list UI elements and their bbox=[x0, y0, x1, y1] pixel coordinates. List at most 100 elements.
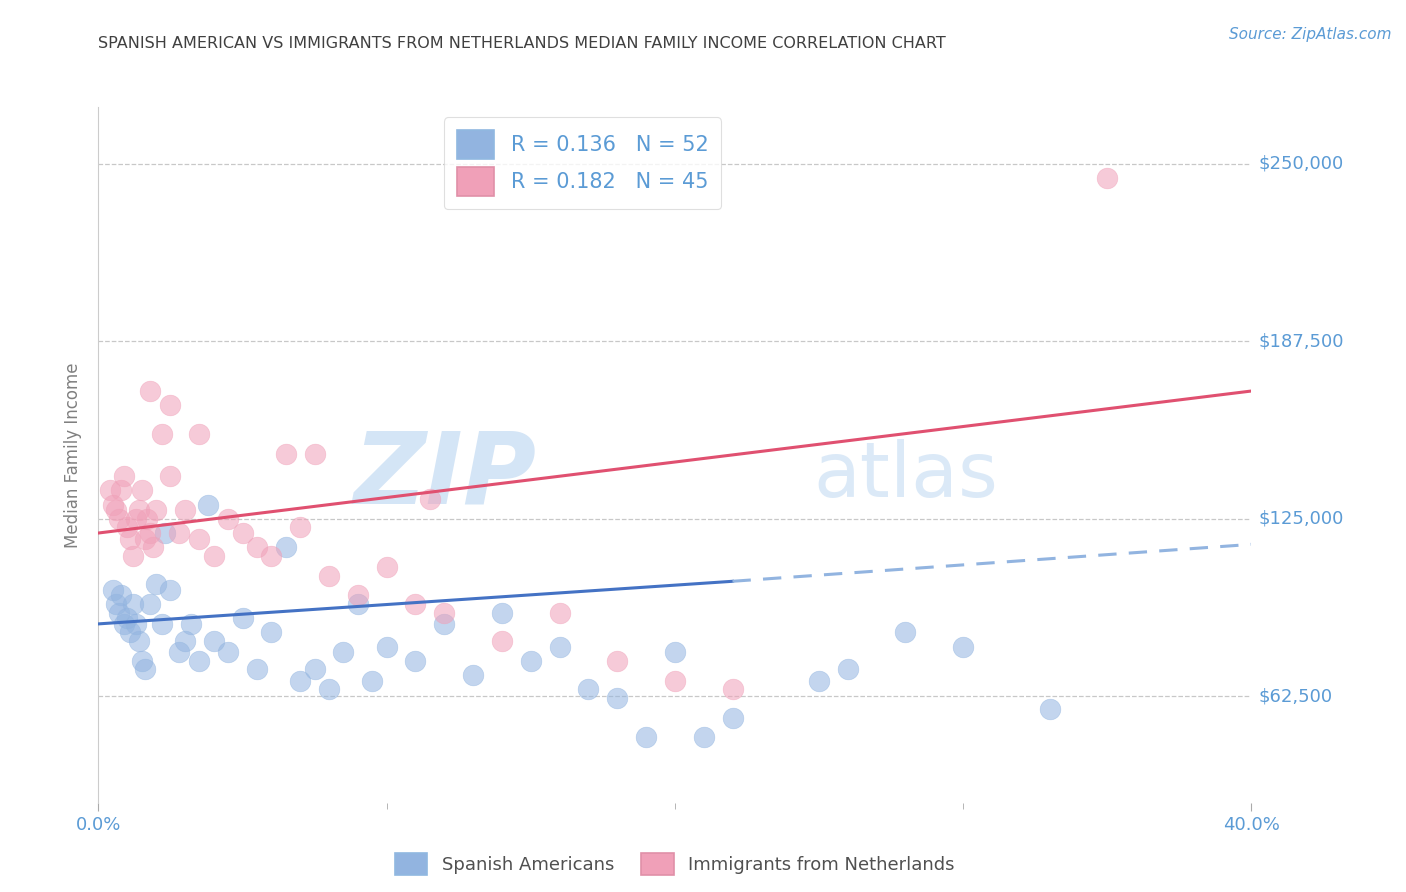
Point bbox=[548, 640, 571, 654]
Point bbox=[110, 483, 132, 498]
Point bbox=[120, 625, 142, 640]
Point bbox=[159, 582, 181, 597]
Point bbox=[433, 616, 456, 631]
Point bbox=[274, 446, 297, 460]
Point bbox=[491, 606, 513, 620]
Point bbox=[150, 616, 173, 631]
Point bbox=[290, 520, 312, 534]
Text: $62,500: $62,500 bbox=[1258, 688, 1333, 706]
Y-axis label: Median Family Income: Median Family Income bbox=[65, 362, 83, 548]
Point bbox=[346, 589, 368, 603]
Point bbox=[576, 682, 599, 697]
Point bbox=[122, 597, 145, 611]
Point bbox=[693, 731, 716, 745]
Point bbox=[197, 498, 219, 512]
Point bbox=[174, 634, 197, 648]
Point bbox=[145, 503, 167, 517]
Point bbox=[606, 690, 628, 705]
Point bbox=[167, 645, 190, 659]
Point bbox=[664, 645, 686, 659]
Point bbox=[134, 532, 156, 546]
Point bbox=[131, 654, 153, 668]
Text: atlas: atlas bbox=[813, 439, 998, 513]
Point bbox=[136, 512, 159, 526]
Point bbox=[112, 469, 135, 483]
Point bbox=[837, 662, 859, 676]
Point bbox=[122, 549, 145, 563]
Point bbox=[217, 512, 239, 526]
Point bbox=[128, 634, 150, 648]
Point bbox=[520, 654, 543, 668]
Point bbox=[150, 426, 173, 441]
Point bbox=[107, 606, 129, 620]
Point bbox=[606, 654, 628, 668]
Point bbox=[202, 634, 225, 648]
Point bbox=[101, 498, 124, 512]
Point bbox=[125, 616, 148, 631]
Point bbox=[304, 662, 326, 676]
Point bbox=[120, 532, 142, 546]
Point bbox=[139, 526, 162, 541]
Point bbox=[375, 640, 398, 654]
Point bbox=[110, 589, 132, 603]
Point bbox=[104, 503, 127, 517]
Text: ZIP: ZIP bbox=[353, 427, 537, 524]
Point bbox=[274, 540, 297, 554]
Point bbox=[153, 526, 176, 541]
Point bbox=[231, 526, 254, 541]
Point bbox=[142, 540, 165, 554]
Point bbox=[231, 611, 254, 625]
Legend: Spanish Americans, Immigrants from Netherlands: Spanish Americans, Immigrants from Nethe… bbox=[385, 844, 965, 884]
Point bbox=[346, 597, 368, 611]
Text: Source: ZipAtlas.com: Source: ZipAtlas.com bbox=[1229, 27, 1392, 42]
Point bbox=[217, 645, 239, 659]
Point bbox=[159, 398, 181, 412]
Point bbox=[461, 668, 484, 682]
Point bbox=[290, 673, 312, 688]
Text: $250,000: $250,000 bbox=[1258, 155, 1344, 173]
Point bbox=[159, 469, 181, 483]
Point bbox=[131, 483, 153, 498]
Point bbox=[246, 662, 269, 676]
Text: $125,000: $125,000 bbox=[1258, 510, 1344, 528]
Text: SPANISH AMERICAN VS IMMIGRANTS FROM NETHERLANDS MEDIAN FAMILY INCOME CORRELATION: SPANISH AMERICAN VS IMMIGRANTS FROM NETH… bbox=[98, 36, 946, 51]
Point bbox=[188, 654, 211, 668]
Point bbox=[721, 710, 744, 724]
Point bbox=[202, 549, 225, 563]
Point bbox=[419, 491, 441, 506]
Point bbox=[332, 645, 354, 659]
Point bbox=[145, 577, 167, 591]
Point bbox=[1097, 171, 1119, 186]
Point bbox=[361, 673, 384, 688]
Point bbox=[174, 503, 197, 517]
Point bbox=[807, 673, 830, 688]
Point bbox=[318, 568, 340, 582]
Point bbox=[125, 512, 148, 526]
Point bbox=[101, 582, 124, 597]
Point bbox=[128, 503, 150, 517]
Point bbox=[433, 606, 456, 620]
Point bbox=[260, 549, 283, 563]
Point bbox=[167, 526, 190, 541]
Point bbox=[304, 446, 326, 460]
Point bbox=[104, 597, 127, 611]
Point bbox=[107, 512, 129, 526]
Point bbox=[952, 640, 974, 654]
Point bbox=[721, 682, 744, 697]
Text: $187,500: $187,500 bbox=[1258, 333, 1344, 351]
Point bbox=[188, 532, 211, 546]
Point bbox=[188, 426, 211, 441]
Point bbox=[246, 540, 269, 554]
Point bbox=[405, 654, 427, 668]
Point bbox=[134, 662, 156, 676]
Point bbox=[636, 731, 658, 745]
Point bbox=[112, 616, 135, 631]
Point bbox=[260, 625, 283, 640]
Point bbox=[548, 606, 571, 620]
Point bbox=[180, 616, 202, 631]
Point bbox=[318, 682, 340, 697]
Point bbox=[117, 611, 138, 625]
Point bbox=[664, 673, 686, 688]
Point bbox=[491, 634, 513, 648]
Point bbox=[117, 520, 138, 534]
